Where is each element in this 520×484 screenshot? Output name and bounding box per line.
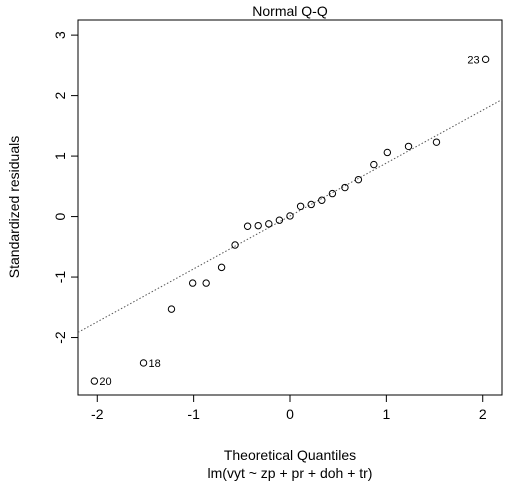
qq-point <box>90 377 99 385</box>
y-tick-label: 3 <box>52 31 68 39</box>
plot-frame <box>77 19 503 396</box>
y-tick-label: 2 <box>52 92 68 100</box>
chart-subtitle: lm(vyt ~ zp + pr + doh + tr) <box>208 465 373 481</box>
qq-point <box>307 200 315 209</box>
qq-point <box>383 148 392 157</box>
qq-point <box>217 263 226 272</box>
qq-point <box>202 279 210 287</box>
x-tick-label: 2 <box>479 406 487 422</box>
qq-point <box>354 175 363 184</box>
x-tick-label: -1 <box>187 406 200 422</box>
qq-point <box>296 202 305 210</box>
qq-point <box>481 55 490 64</box>
y-axis-label: Standardized residuals <box>6 136 22 278</box>
qq-point <box>188 279 197 287</box>
qq-point <box>243 222 252 230</box>
qq-point <box>328 189 337 198</box>
qq-point <box>318 196 326 204</box>
qq-point <box>139 359 148 367</box>
qq-point <box>404 142 413 151</box>
x-tick-label: 1 <box>382 406 390 422</box>
qq-point <box>167 305 176 313</box>
qq-point <box>275 216 284 224</box>
qq-point <box>265 220 273 228</box>
point-label: 18 <box>149 358 161 370</box>
qq-point <box>370 160 378 169</box>
y-tick-label: -2 <box>52 331 68 344</box>
chart-title: Normal Q-Q <box>252 3 328 19</box>
point-label: 23 <box>467 54 479 66</box>
qq-point <box>231 241 239 249</box>
point-label: 20 <box>99 376 111 388</box>
qq-point <box>432 138 441 146</box>
x-tick-label: 0 <box>286 406 294 422</box>
x-axis-label: Theoretical Quantiles <box>224 447 356 463</box>
x-tick-label: -2 <box>91 406 104 422</box>
qq-point <box>341 183 349 192</box>
y-tick-label: 1 <box>52 152 68 160</box>
y-tick-label: 0 <box>52 212 68 220</box>
y-tick-label: -1 <box>52 271 68 284</box>
qq-reference-line <box>78 99 502 333</box>
qq-point <box>286 212 294 220</box>
qq-point <box>254 221 262 230</box>
